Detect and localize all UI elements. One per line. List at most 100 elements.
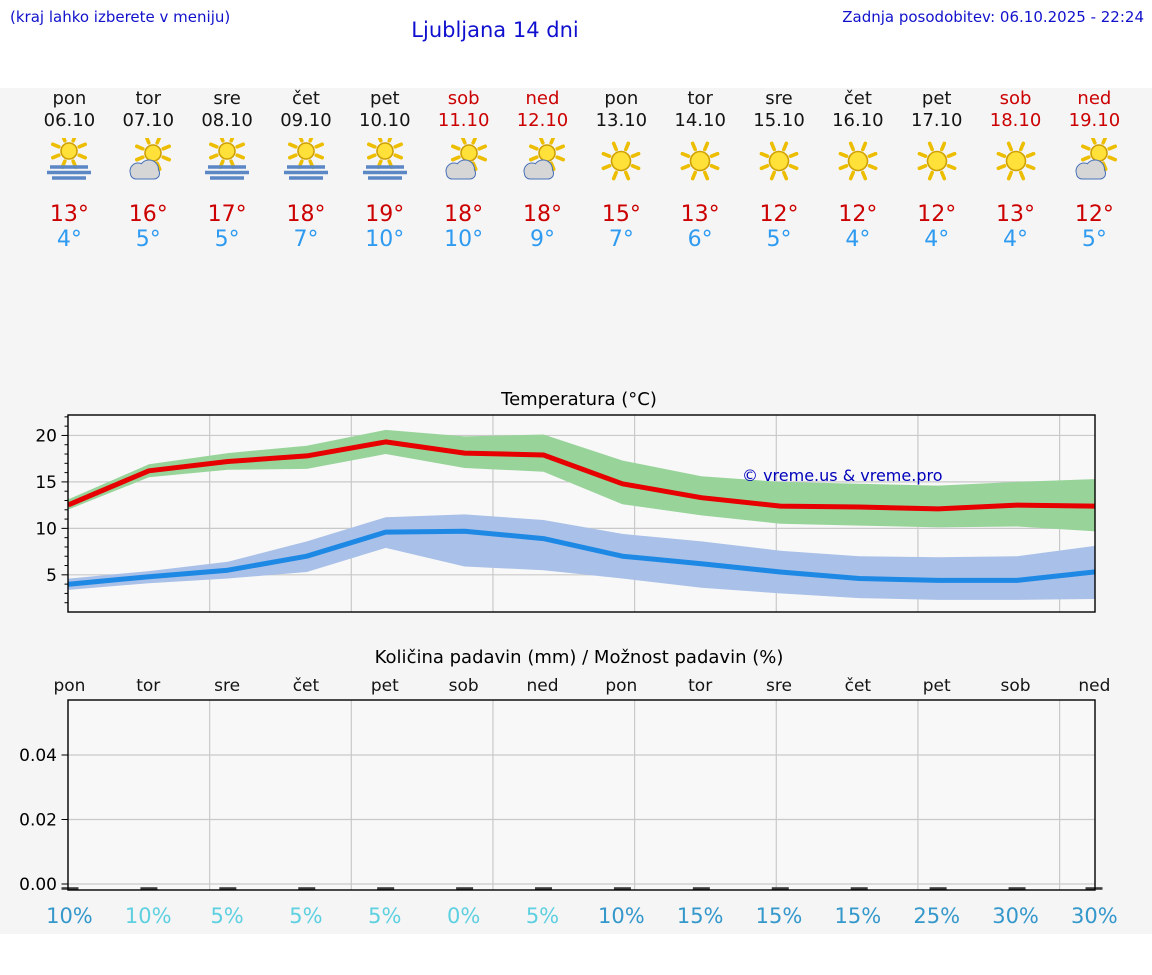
precip-probability: 5% <box>210 904 244 928</box>
day-date: 13.10 <box>595 110 648 131</box>
precip-day-label: pet <box>922 676 951 696</box>
precip-bar <box>613 887 631 890</box>
low-temp: 7° <box>293 227 319 252</box>
sun-icon <box>759 141 799 181</box>
precip-probability-cell: 5% <box>345 903 424 929</box>
forecast-day-column: ned 19.10 12° 5° <box>1055 88 1134 252</box>
high-temp: 12° <box>759 202 799 227</box>
precip-day-label-cell: čet <box>818 676 897 696</box>
sun-icon <box>996 141 1035 181</box>
sun-icon <box>838 141 878 181</box>
precip-bar <box>377 887 395 890</box>
precip-probability-cell: 30% <box>1055 903 1134 929</box>
max temperatura-line <box>67 439 1097 512</box>
high-temp: 13° <box>680 202 720 227</box>
precip-bar <box>1085 887 1103 890</box>
precip-bar <box>219 887 237 890</box>
precip-probability-cell: 10% <box>109 903 188 929</box>
day-date: 07.10 <box>122 110 175 131</box>
forecast-day-column: pon 06.10 13° 4° <box>30 88 109 252</box>
sun-cloud-icon <box>129 138 172 180</box>
copyright-watermark: © vreme.us & vreme.pro <box>742 466 943 485</box>
svg-text:0.00: 0.00 <box>19 875 57 895</box>
high-temp: 13° <box>49 202 89 227</box>
low-temp: 5° <box>1081 227 1107 252</box>
forecast-day-column: čet 09.10 18° 7° <box>267 88 346 252</box>
forecast-day-column: ned 12.10 18° 9° <box>503 88 582 252</box>
forecast-day-column: tor 07.10 16° 5° <box>109 88 188 252</box>
precip-bar <box>298 887 316 890</box>
precip-probability-cell: 5% <box>188 903 267 929</box>
day-name: čet <box>843 88 872 109</box>
precip-day-label-cell: pon <box>582 676 661 696</box>
weather-icon-wrap <box>345 138 424 184</box>
high-temp: 15° <box>601 202 641 227</box>
sun-icon <box>680 141 720 181</box>
precip-day-label: pet <box>370 676 399 696</box>
precip-bar <box>456 887 474 890</box>
temperature-chart: 5 10 15 20 <box>35 414 1097 613</box>
precip-bar <box>1008 887 1026 890</box>
low-temp: 4° <box>924 227 950 252</box>
precip-day-label: tor <box>688 676 713 696</box>
low-temp: 5° <box>214 227 240 252</box>
forecast-day-column: sre 15.10 12° 5° <box>740 88 819 252</box>
precip-probability-cell: 15% <box>740 903 819 929</box>
precip-day-label: sob <box>448 676 479 696</box>
sun-fog-icon <box>283 138 328 180</box>
precip-day-label: pon <box>53 676 86 696</box>
day-date: 15.10 <box>753 110 805 131</box>
high-temp: 19° <box>365 202 405 227</box>
precip-day-label-cell: ned <box>503 676 582 696</box>
svg-text:15: 15 <box>35 473 57 493</box>
low-temp: 10° <box>444 227 484 252</box>
precipitation-chart: 0.00 0.02 0.04 <box>19 699 1103 895</box>
day-name: ned <box>525 88 560 109</box>
low-temp: 5° <box>135 227 161 252</box>
precip-probability: 15% <box>676 904 724 928</box>
day-date: 09.10 <box>280 110 332 131</box>
precip-day-label: sob <box>1000 676 1031 696</box>
precip-day-label-cell: ned <box>1055 676 1134 696</box>
precip-probability-cell: 30% <box>976 903 1055 929</box>
precip-day-label-cell: pon <box>30 676 109 696</box>
forecast-day-column: sob 18.10 13° 4° <box>976 88 1055 252</box>
forecast-day-column: pet 17.10 12° 4° <box>897 88 976 252</box>
precip-probability: 25% <box>913 904 961 928</box>
precip-probability-cell: 0% <box>424 903 503 929</box>
day-date: 19.10 <box>1068 110 1121 131</box>
precip-day-label-cell: sre <box>740 676 819 696</box>
day-name: pon <box>604 88 639 109</box>
low-temp: 4° <box>1003 227 1029 252</box>
day-name: ned <box>1077 88 1112 109</box>
precip-probability: 5% <box>525 904 560 928</box>
sun-icon <box>601 141 641 181</box>
precip-day-label-cell: sob <box>424 676 503 696</box>
day-date: 08.10 <box>201 110 253 131</box>
weather-icon-wrap <box>661 138 740 184</box>
precip-day-labels: pon tor sre čet pet sob ned pon tor sre čet pet sob n… <box>30 676 1134 696</box>
low-temp: 7° <box>608 227 634 252</box>
low-temp: 10° <box>365 227 405 252</box>
precip-day-label-cell: tor <box>661 676 740 696</box>
high-temp: 13° <box>996 202 1036 227</box>
precip-day-label-cell: pet <box>897 676 976 696</box>
precip-day-label: ned <box>526 676 559 696</box>
low-temp: 4° <box>56 227 82 252</box>
precip-bar <box>692 887 710 890</box>
weather-icon-wrap <box>897 138 976 184</box>
precip-probability-cell: 10% <box>582 903 661 929</box>
precip-probability-cell: 5% <box>267 903 346 929</box>
last-updated: Zadnja posodobitev: 06.10.2025 - 22:24 <box>842 8 1144 26</box>
day-date: 16.10 <box>832 110 884 131</box>
high-temp: 18° <box>444 202 484 227</box>
forecast-day-column: čet 16.10 12° 4° <box>818 88 897 252</box>
page-title: Ljubljana 14 dni <box>411 18 579 42</box>
weather-icon-wrap <box>267 138 346 184</box>
weather-icon-wrap <box>1055 138 1134 184</box>
precip-probability: 30% <box>1071 904 1118 928</box>
day-date: 17.10 <box>910 110 963 131</box>
forecast-day-column: sre 08.10 17° 5° <box>188 88 267 252</box>
high-temp: 16° <box>128 202 168 227</box>
svg-text:20: 20 <box>35 426 57 446</box>
